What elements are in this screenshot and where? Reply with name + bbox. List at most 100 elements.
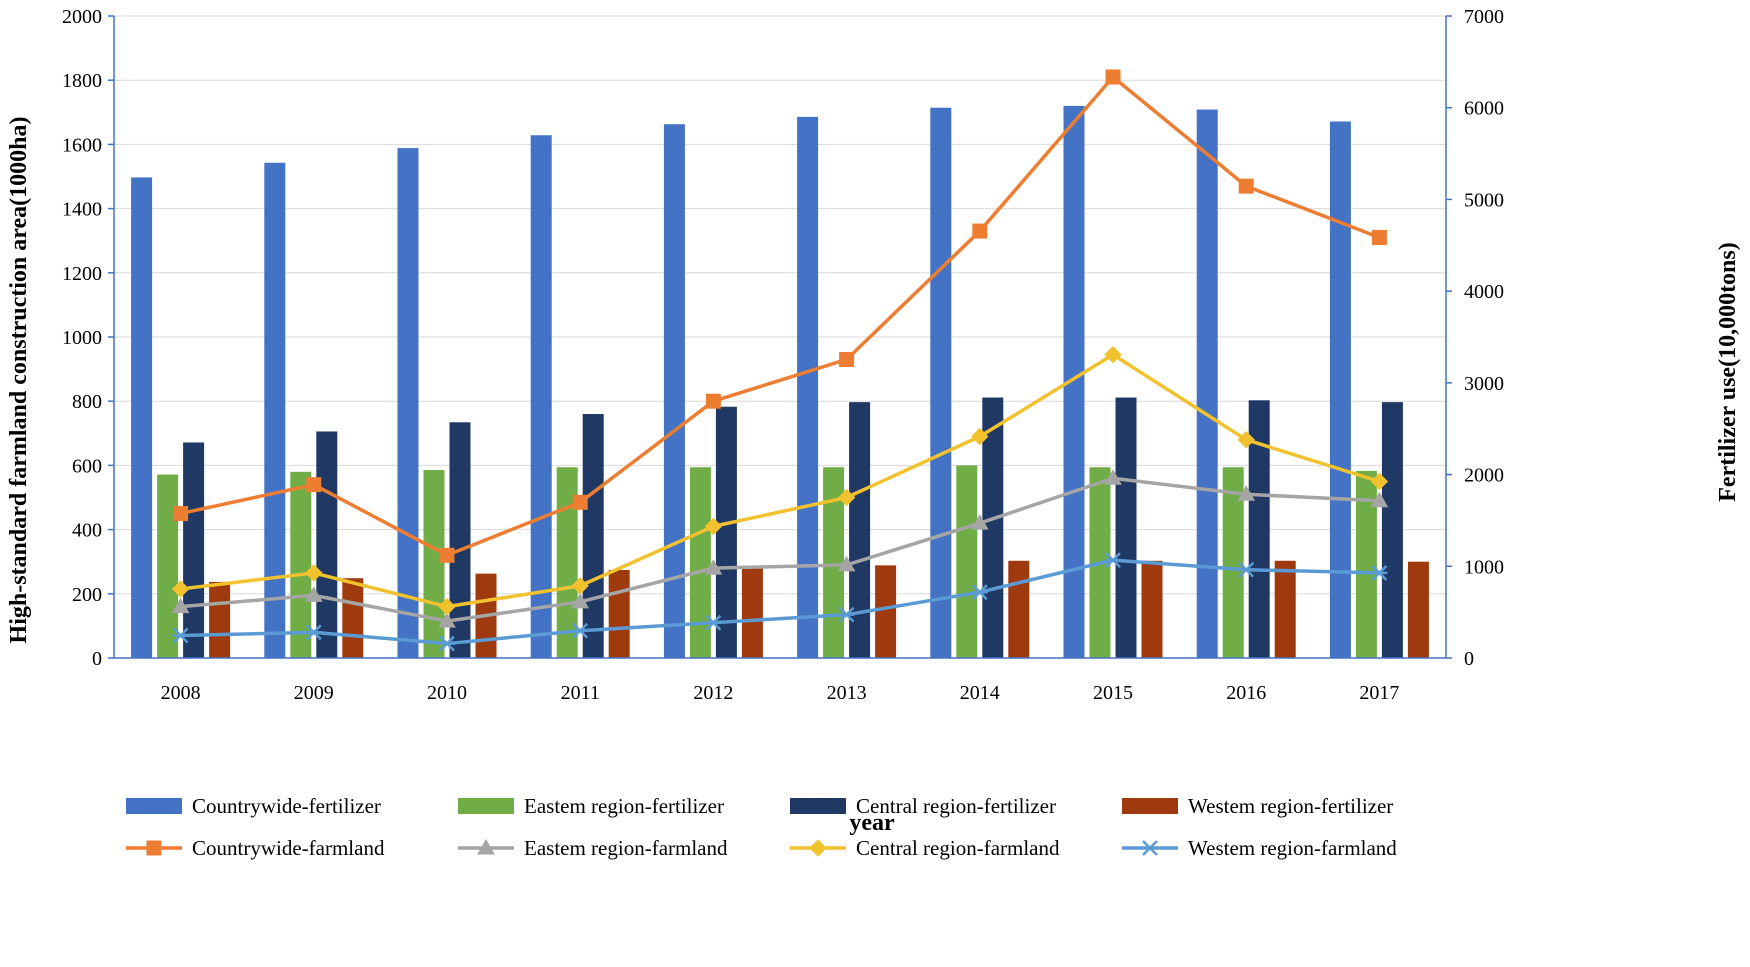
point-eastem-region-farmland-2012: [704, 559, 723, 575]
point-countrywide-farmland-2009: [306, 477, 322, 493]
point-eastem-region-farmland-2013: [837, 555, 856, 572]
point-eastem-region-farmland-2011: [571, 592, 590, 609]
grid-layer: [114, 15, 1446, 659]
point-eastem-region-farmland-2008: [171, 597, 190, 614]
point-countrywide-farmland-2012: [705, 393, 721, 409]
point-countrywide-farmland-2013: [839, 351, 855, 367]
point-westem-region-farmland-2013: [838, 606, 855, 623]
point-westem-region-farmland-2010: [439, 635, 455, 652]
legend-swatch-eastem-region-fertilizer: [458, 798, 514, 814]
bar-central-region-fertilizer-2017: [1381, 402, 1403, 658]
point-westem-region-farmland-2015: [1105, 552, 1121, 568]
point-central-region-farmland-2009: [305, 564, 323, 582]
x-tick-label: 2015: [1093, 682, 1133, 704]
legend-label-countrywide-farmland: Countrywide-farmland: [192, 836, 385, 860]
y-left-tick-label: 400: [72, 520, 102, 542]
line-central-region-farmland: [180, 352, 1380, 609]
bar-countrywide-fertilizer-2010: [397, 148, 419, 658]
x-tick-label: 2009: [294, 682, 334, 704]
bar-countrywide-fertilizer-2011: [530, 135, 552, 658]
point-central-region-farmland-2015: [1104, 345, 1122, 364]
legend-label-eastem-region-farmland: Eastem region-farmland: [524, 836, 728, 860]
legend-swatch-central-region-fertilizer: [790, 798, 846, 814]
legend-swatch-westem-region-fertilizer: [1122, 798, 1178, 814]
point-westem-region-farmland-2017: [1371, 565, 1388, 581]
y-right-tick-label: 5000: [1464, 189, 1504, 211]
legend-marker-central-region-farmland: [809, 839, 827, 857]
point-eastem-region-farmland-2010: [438, 612, 456, 628]
point-countrywide-farmland-2017: [1371, 229, 1387, 245]
line-eastem-region-farmland: [180, 476, 1380, 623]
bar-central-region-fertilizer-2013: [849, 402, 871, 658]
y-right-tick-label: 7000: [1464, 6, 1504, 28]
legend-marker-countrywide-farmland: [146, 840, 162, 856]
point-eastem-region-farmland-2014: [970, 514, 989, 530]
bar-eastem-region-fertilizer-2016: [1222, 467, 1244, 658]
point-central-region-farmland-2011: [571, 577, 589, 595]
point-central-region-farmland-2017: [1370, 472, 1389, 491]
line-countrywide-farmland: [180, 75, 1381, 558]
y-left-tick-label: 0: [92, 648, 102, 670]
y-right-tick-label: 4000: [1464, 281, 1504, 303]
line-layer: [171, 69, 1389, 652]
point-eastem-region-farmland-2009: [304, 586, 323, 602]
y-left-tick-label: 1800: [62, 70, 102, 92]
point-westem-region-farmland-2016: [1238, 561, 1255, 578]
x-tick-label: 2017: [1359, 682, 1399, 704]
x-tick-label: 2012: [693, 682, 733, 704]
x-axis-title: year: [849, 810, 895, 836]
point-central-region-farmland-2012: [704, 517, 723, 536]
label-layer: year High-standard farmland construction…: [6, 117, 1741, 836]
bar-central-region-fertilizer-2010: [449, 422, 471, 658]
bar-countrywide-fertilizer-2014: [930, 107, 952, 658]
bar-eastem-region-fertilizer-2017: [1355, 470, 1377, 658]
legend: Countrywide-fertilizer Eastem region-fert…: [126, 794, 1397, 860]
bar-countrywide-fertilizer-2015: [1063, 105, 1085, 658]
point-westem-region-farmland-2012: [705, 614, 722, 631]
legend-label-central-region-farmland: Central region-farmland: [856, 836, 1060, 860]
y-left-tick-label: 800: [72, 391, 102, 413]
line-westem-region-farmland: [180, 558, 1380, 646]
bar-countrywide-fertilizer-2012: [663, 124, 685, 659]
legend-label-countrywide-fertilizer: Countrywide-fertilizer: [192, 794, 381, 818]
point-westem-region-farmland-2009: [305, 624, 322, 641]
point-central-region-farmland-2013: [837, 488, 856, 507]
y-left-tick-label: 200: [72, 584, 102, 606]
bar-westem-region-fertilizer-2016: [1274, 560, 1296, 658]
bar-eastem-region-fertilizer-2014: [956, 465, 978, 658]
legend-marker-westem-region-farmland: [1142, 840, 1158, 856]
bar-eastem-region-fertilizer-2010: [423, 469, 445, 658]
bar-eastem-region-fertilizer-2011: [556, 467, 578, 658]
x-tick-label: 2013: [827, 682, 867, 704]
point-countrywide-farmland-2010: [439, 547, 455, 563]
bar-westem-region-fertilizer-2017: [1407, 561, 1429, 658]
bar-westem-region-fertilizer-2011: [608, 569, 630, 658]
bar-westem-region-fertilizer-2009: [342, 578, 364, 658]
bar-countrywide-fertilizer-2013: [797, 116, 819, 658]
point-westem-region-farmland-2011: [572, 622, 589, 639]
bar-westem-region-fertilizer-2013: [875, 565, 897, 658]
point-eastem-region-farmland-2017: [1370, 491, 1389, 508]
bar-eastem-region-fertilizer-2009: [290, 471, 312, 658]
x-tick-label: 2008: [161, 682, 201, 704]
y-right-tick-label: 1000: [1464, 556, 1504, 578]
y-axis-left-title: High-standard farmland construction area…: [6, 117, 32, 644]
x-tick-label: 2014: [960, 682, 1000, 704]
point-countrywide-farmland-2008: [173, 506, 189, 522]
legend-label-westem-region-farmland: Westem region-farmland: [1188, 836, 1397, 860]
point-countrywide-farmland-2015: [1105, 69, 1121, 85]
point-central-region-farmland-2010: [438, 597, 456, 616]
bar-westem-region-fertilizer-2015: [1141, 560, 1163, 658]
y-left-tick-label: 1000: [62, 327, 102, 349]
y-right-tick-label: 6000: [1464, 98, 1504, 120]
bar-central-region-fertilizer-2009: [316, 431, 338, 658]
legend-marker-eastem-region-farmland: [477, 838, 495, 855]
bar-eastem-region-fertilizer-2013: [823, 467, 845, 658]
y-right-tick-label: 0: [1464, 648, 1474, 670]
bar-westem-region-fertilizer-2008: [209, 581, 231, 658]
bar-countrywide-fertilizer-2017: [1329, 121, 1351, 658]
legend-label-westem-region-fertilizer: Westem region-fertilizer: [1188, 794, 1393, 818]
point-central-region-farmland-2014: [971, 427, 989, 446]
point-countrywide-farmland-2014: [972, 223, 988, 239]
